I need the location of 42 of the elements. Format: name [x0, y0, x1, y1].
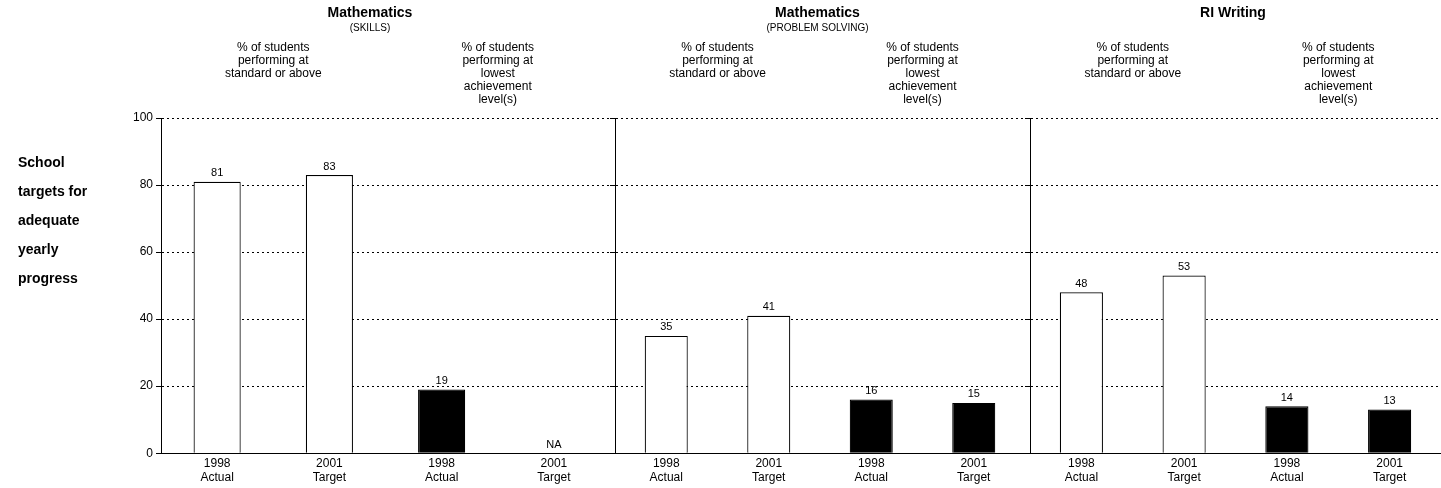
- data-label: 81: [211, 166, 224, 179]
- text: % of students performing at lowest achievement level(s): [1301, 40, 1375, 107]
- data-label: 13: [1383, 394, 1396, 407]
- x-tick-label: 2001 Target: [537, 455, 572, 485]
- chart-title: Mathematics: [326, 4, 414, 22]
- text: % of students performing at standard or above: [224, 40, 322, 81]
- x-tick-label: 1998 Actual: [200, 455, 234, 485]
- y-tick-label: 60: [139, 244, 154, 259]
- x-tick-label: 2001 Target: [1372, 455, 1407, 485]
- x-tick-label: 2001 Target: [1167, 455, 1202, 485]
- data-label: 14: [1280, 390, 1293, 403]
- x-tick-label: 1998 Actual: [424, 455, 459, 485]
- y-tick-label: 100: [132, 110, 154, 125]
- data-label: 41: [762, 300, 775, 313]
- y-tick-label: 0: [146, 445, 154, 460]
- x-tick-label: 2001 Target: [312, 455, 347, 485]
- text: % of students performing at standard or above: [669, 40, 767, 81]
- text: % of students performing at standard or above: [1084, 40, 1182, 81]
- data-label: 16: [865, 384, 878, 397]
- x-tick-label: 2001 Target: [957, 455, 992, 485]
- x-tick-label: 1998 Actual: [1064, 455, 1099, 485]
- y-tick-label: 20: [139, 378, 154, 393]
- x-tick-label: 2001 Target: [752, 455, 787, 485]
- data-label: 35: [660, 320, 673, 333]
- chart-title: RI Writing: [1199, 4, 1267, 22]
- chart-subtitle: (PROBLEM SOLVING): [765, 22, 870, 35]
- data-label: 83: [323, 159, 336, 172]
- data-label: 48: [1075, 276, 1088, 289]
- y-tick-label: 80: [139, 177, 154, 192]
- data-label: 53: [1178, 260, 1191, 273]
- x-tick-label: 1998 Actual: [1270, 455, 1304, 485]
- chart-subtitle: (SKILLS): [348, 22, 392, 35]
- data-label: 19: [435, 374, 448, 387]
- text: % of students performing at lowest achievement level(s): [461, 40, 535, 107]
- chart-title: Mathematics: [774, 4, 861, 22]
- text: % of students performing at lowest achievement level(s): [886, 40, 959, 107]
- x-tick-label: 1998 Actual: [649, 455, 683, 485]
- data-label: 15: [967, 387, 980, 400]
- y-tick-label: 40: [139, 311, 154, 326]
- x-tick-label: 1998 Actual: [854, 455, 888, 485]
- text: NA: [546, 437, 562, 450]
- y-axis-title: School targets for adequate yearly progress: [18, 153, 89, 288]
